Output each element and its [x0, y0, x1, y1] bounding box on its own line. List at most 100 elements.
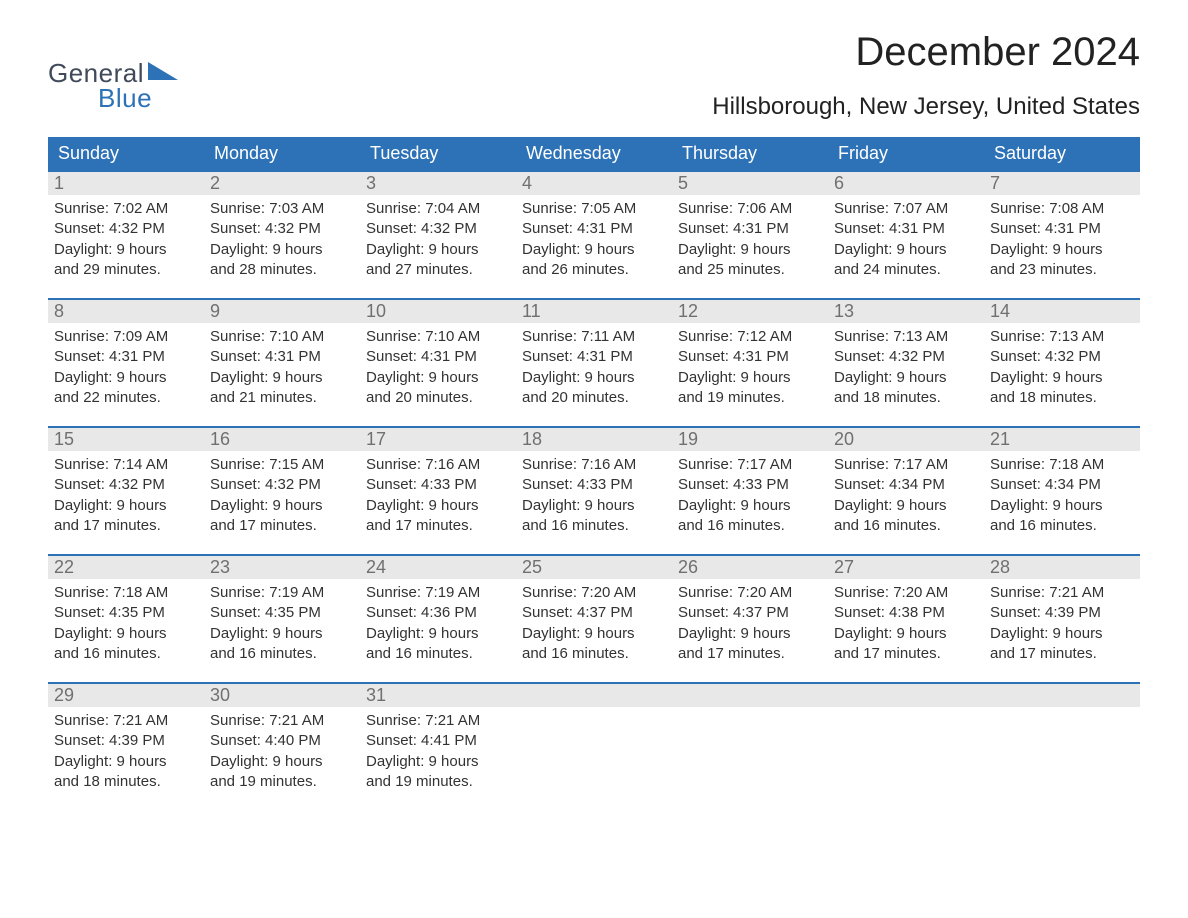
sunset-text: Sunset: 4:31 PM: [834, 219, 978, 239]
sunrise-text: Sunrise: 7:09 AM: [54, 327, 198, 347]
dl1-text: Daylight: 9 hours: [210, 624, 354, 644]
week-row: 1Sunrise: 7:02 AMSunset: 4:32 PMDaylight…: [48, 170, 1140, 284]
day-body: Sunrise: 7:02 AMSunset: 4:32 PMDaylight:…: [48, 195, 204, 284]
sunset-text: Sunset: 4:33 PM: [366, 475, 510, 495]
sunrise-text: Sunrise: 7:11 AM: [522, 327, 666, 347]
sunrise-text: Sunrise: 7:04 AM: [366, 199, 510, 219]
dl2-text: and 16 minutes.: [990, 516, 1134, 536]
day-number: 27: [828, 556, 984, 579]
dl2-text: and 16 minutes.: [210, 644, 354, 664]
dow-cell: Wednesday: [516, 137, 672, 170]
day-number: 18: [516, 428, 672, 451]
sunset-text: Sunset: 4:40 PM: [210, 731, 354, 751]
day-number: 8: [48, 300, 204, 323]
sunset-text: Sunset: 4:32 PM: [366, 219, 510, 239]
dl1-text: Daylight: 9 hours: [834, 240, 978, 260]
sunset-text: Sunset: 4:32 PM: [834, 347, 978, 367]
day-body: Sunrise: 7:20 AMSunset: 4:37 PMDaylight:…: [672, 579, 828, 668]
sunset-text: Sunset: 4:31 PM: [678, 347, 822, 367]
day-cell: 29Sunrise: 7:21 AMSunset: 4:39 PMDayligh…: [48, 684, 204, 796]
dl1-text: Daylight: 9 hours: [990, 368, 1134, 388]
sunrise-text: Sunrise: 7:17 AM: [678, 455, 822, 475]
dl1-text: Daylight: 9 hours: [366, 496, 510, 516]
sunrise-text: Sunrise: 7:16 AM: [522, 455, 666, 475]
week-row: 15Sunrise: 7:14 AMSunset: 4:32 PMDayligh…: [48, 426, 1140, 540]
sunset-text: Sunset: 4:31 PM: [210, 347, 354, 367]
dow-cell: Saturday: [984, 137, 1140, 170]
sunset-text: Sunset: 4:31 PM: [522, 347, 666, 367]
sunset-text: Sunset: 4:32 PM: [210, 219, 354, 239]
sunset-text: Sunset: 4:39 PM: [990, 603, 1134, 623]
sunrise-text: Sunrise: 7:10 AM: [210, 327, 354, 347]
day-body: Sunrise: 7:04 AMSunset: 4:32 PMDaylight:…: [360, 195, 516, 284]
day-number: 11: [516, 300, 672, 323]
sunrise-text: Sunrise: 7:08 AM: [990, 199, 1134, 219]
dl2-text: and 27 minutes.: [366, 260, 510, 280]
day-cell: 7Sunrise: 7:08 AMSunset: 4:31 PMDaylight…: [984, 172, 1140, 284]
dl2-text: and 16 minutes.: [522, 644, 666, 664]
dl1-text: Daylight: 9 hours: [366, 624, 510, 644]
day-body: Sunrise: 7:10 AMSunset: 4:31 PMDaylight:…: [360, 323, 516, 412]
dl2-text: and 28 minutes.: [210, 260, 354, 280]
dow-cell: Monday: [204, 137, 360, 170]
day-number: 26: [672, 556, 828, 579]
dl1-text: Daylight: 9 hours: [366, 240, 510, 260]
dl2-text: and 16 minutes.: [522, 516, 666, 536]
week-row: 8Sunrise: 7:09 AMSunset: 4:31 PMDaylight…: [48, 298, 1140, 412]
day-body: Sunrise: 7:21 AMSunset: 4:39 PMDaylight:…: [48, 707, 204, 796]
sunset-text: Sunset: 4:31 PM: [990, 219, 1134, 239]
day-cell: 18Sunrise: 7:16 AMSunset: 4:33 PMDayligh…: [516, 428, 672, 540]
day-cell: [984, 684, 1140, 796]
day-cell: 16Sunrise: 7:15 AMSunset: 4:32 PMDayligh…: [204, 428, 360, 540]
day-cell: 24Sunrise: 7:19 AMSunset: 4:36 PMDayligh…: [360, 556, 516, 668]
day-cell: 20Sunrise: 7:17 AMSunset: 4:34 PMDayligh…: [828, 428, 984, 540]
brand-logo: General Blue: [48, 58, 178, 114]
day-number: 14: [984, 300, 1140, 323]
location-title: Hillsborough, New Jersey, United States: [712, 93, 1140, 121]
day-of-week-header: SundayMondayTuesdayWednesdayThursdayFrid…: [48, 137, 1140, 170]
dl1-text: Daylight: 9 hours: [834, 368, 978, 388]
dl1-text: Daylight: 9 hours: [54, 240, 198, 260]
dl2-text: and 24 minutes.: [834, 260, 978, 280]
day-body: Sunrise: 7:21 AMSunset: 4:41 PMDaylight:…: [360, 707, 516, 796]
sunset-text: Sunset: 4:41 PM: [366, 731, 510, 751]
sunset-text: Sunset: 4:32 PM: [54, 219, 198, 239]
dl1-text: Daylight: 9 hours: [990, 240, 1134, 260]
dow-cell: Sunday: [48, 137, 204, 170]
day-number: 19: [672, 428, 828, 451]
sunrise-text: Sunrise: 7:16 AM: [366, 455, 510, 475]
day-number: [828, 684, 984, 707]
dl2-text: and 20 minutes.: [522, 388, 666, 408]
sunrise-text: Sunrise: 7:02 AM: [54, 199, 198, 219]
dl1-text: Daylight: 9 hours: [366, 752, 510, 772]
sunset-text: Sunset: 4:39 PM: [54, 731, 198, 751]
dl2-text: and 19 minutes.: [366, 772, 510, 792]
day-cell: [672, 684, 828, 796]
sunrise-text: Sunrise: 7:21 AM: [210, 711, 354, 731]
dl1-text: Daylight: 9 hours: [678, 368, 822, 388]
day-body: Sunrise: 7:10 AMSunset: 4:31 PMDaylight:…: [204, 323, 360, 412]
dl2-text: and 17 minutes.: [210, 516, 354, 536]
day-cell: 31Sunrise: 7:21 AMSunset: 4:41 PMDayligh…: [360, 684, 516, 796]
dl2-text: and 16 minutes.: [54, 644, 198, 664]
sunset-text: Sunset: 4:31 PM: [366, 347, 510, 367]
dl1-text: Daylight: 9 hours: [834, 496, 978, 516]
day-number: 13: [828, 300, 984, 323]
dl1-text: Daylight: 9 hours: [990, 624, 1134, 644]
dl1-text: Daylight: 9 hours: [54, 368, 198, 388]
day-body: Sunrise: 7:17 AMSunset: 4:34 PMDaylight:…: [828, 451, 984, 540]
dl2-text: and 23 minutes.: [990, 260, 1134, 280]
month-title: December 2024: [712, 30, 1140, 75]
dl1-text: Daylight: 9 hours: [522, 496, 666, 516]
dow-cell: Thursday: [672, 137, 828, 170]
day-body: Sunrise: 7:21 AMSunset: 4:39 PMDaylight:…: [984, 579, 1140, 668]
day-body: Sunrise: 7:07 AMSunset: 4:31 PMDaylight:…: [828, 195, 984, 284]
sunset-text: Sunset: 4:37 PM: [522, 603, 666, 623]
dl2-text: and 17 minutes.: [366, 516, 510, 536]
dl2-text: and 16 minutes.: [678, 516, 822, 536]
dow-cell: Tuesday: [360, 137, 516, 170]
dl1-text: Daylight: 9 hours: [678, 240, 822, 260]
sunrise-text: Sunrise: 7:05 AM: [522, 199, 666, 219]
week-row: 29Sunrise: 7:21 AMSunset: 4:39 PMDayligh…: [48, 682, 1140, 796]
sunset-text: Sunset: 4:34 PM: [990, 475, 1134, 495]
